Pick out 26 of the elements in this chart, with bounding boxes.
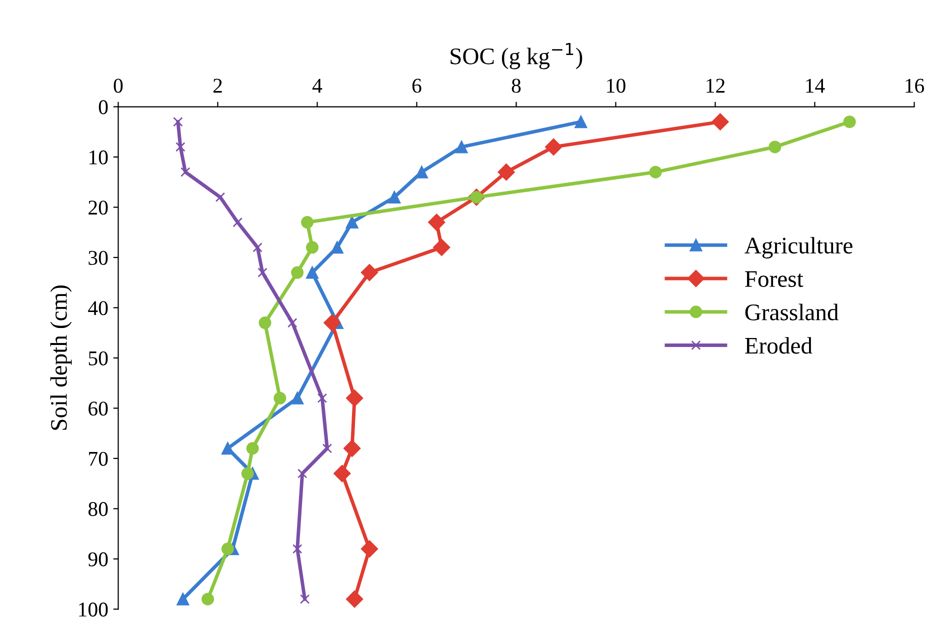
y-tick-label: 60 [88, 402, 108, 416]
x-tick-label: 6 [412, 78, 422, 93]
x-tick-label: 2 [213, 78, 222, 93]
legend-label: Forest [745, 271, 804, 288]
x-tick-label: 14 [806, 78, 825, 93]
y-tick-label: 90 [88, 552, 108, 566]
y-tick-label: 20 [88, 200, 108, 215]
y-tick-label: 70 [89, 452, 108, 466]
x-axis-title: SOC (g kg$^{−1}$) [450, 43, 582, 70]
legend-label: Eroded [745, 337, 812, 354]
legend-label: Agriculture [744, 236, 852, 258]
y-tick-label: 80 [88, 502, 108, 516]
y-tick-label: 50 [88, 351, 108, 366]
legend-label: Grassland [745, 304, 838, 320]
y-tick-label: 30 [88, 250, 108, 265]
x-tick-label: 16 [906, 78, 924, 93]
y-axis-title: Soil depth (cm) [50, 286, 72, 430]
x-tick-label: 0 [114, 78, 123, 93]
y-tick-label: 10 [90, 150, 108, 164]
y-tick-label: 0 [98, 100, 108, 114]
x-tick-label: 12 [706, 78, 725, 93]
x-tick-label: 10 [607, 78, 626, 93]
x-tick-label: 8 [512, 78, 521, 93]
y-tick-label: 100 [79, 602, 108, 617]
y-tick-label: 40 [88, 301, 108, 316]
x-tick-label: 4 [312, 78, 322, 93]
